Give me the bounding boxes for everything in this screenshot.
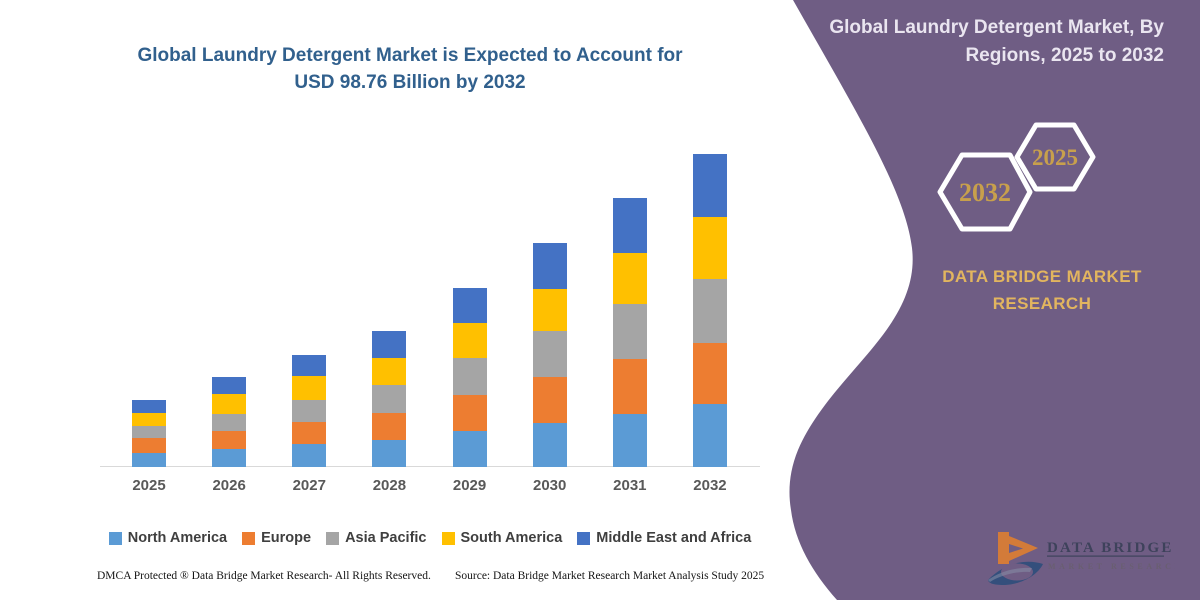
bar-segment <box>292 354 327 376</box>
bar-segment <box>612 198 647 254</box>
bar-segment <box>452 358 487 396</box>
bar-segment <box>612 253 647 305</box>
bar-segment <box>372 413 407 440</box>
logo-b-icon <box>998 532 1038 564</box>
bar-segment <box>452 395 487 431</box>
panel-title-line2: Regions, 2025 to 2032 <box>965 45 1164 66</box>
bar-segment <box>132 425 166 438</box>
legend-label: South America <box>460 530 563 546</box>
bar-segment <box>372 439 407 467</box>
legend-swatch <box>108 531 122 545</box>
bar-segment <box>692 279 727 343</box>
legend-item: Asia Pacific <box>326 530 427 546</box>
bar-segment <box>212 413 247 431</box>
bar-segment <box>532 422 567 467</box>
panel-title: Global Laundry Detergent Market, By Regi… <box>819 14 1164 70</box>
chart-title-line2: USD 98.76 Billion by 2032 <box>294 72 526 93</box>
brand-name-line2: RESEARCH <box>992 294 1092 313</box>
x-axis-label: 2026 <box>212 477 246 494</box>
x-axis-label: 2031 <box>613 477 647 494</box>
bar-segment <box>372 331 407 359</box>
bar-segment <box>212 430 247 449</box>
bar-segment <box>372 358 407 385</box>
brand-name-line1: DATA BRIDGE MARKET <box>942 267 1142 286</box>
x-axis-label: 2028 <box>372 477 407 494</box>
bar-segment <box>292 399 327 422</box>
bar-segment <box>612 358 647 414</box>
bar-segment <box>532 288 567 332</box>
dmca-notice: DMCA Protected ® Data Bridge Market Rese… <box>97 570 431 582</box>
bar-segment <box>212 448 247 467</box>
panel-title-line1: Global Laundry Detergent Market, By <box>829 17 1164 38</box>
bar-segment <box>692 154 727 217</box>
bar-segment <box>452 323 487 359</box>
x-axis-label: 2030 <box>533 477 567 494</box>
x-axis-label: 2025 <box>132 477 166 494</box>
x-axis-label: 2032 <box>693 477 727 494</box>
x-axis-line <box>100 466 760 467</box>
x-axis-label: 2029 <box>452 477 487 494</box>
data-bridge-logo: DATA BRIDGE MARKET RESEARCH <box>988 532 1175 585</box>
legend-item: North America <box>108 530 228 546</box>
legend-item: South America <box>441 530 563 546</box>
bar-segment <box>132 437 166 454</box>
legend-item: Middle East and Africa <box>577 530 751 546</box>
bar-segment <box>452 288 487 324</box>
bar-segment <box>452 430 487 467</box>
legend-label: Middle East and Africa <box>596 530 752 546</box>
bar-segment <box>532 243 567 289</box>
stacked-bar-chart <box>100 120 760 467</box>
logo-wordmark: DATA BRIDGE <box>1047 540 1174 556</box>
x-axis-labels: 2025 2026 2027 2028 2029 2030 2031 2032 <box>100 477 760 497</box>
legend-swatch <box>441 531 455 545</box>
bar-segment <box>692 216 727 280</box>
chart-title-line1: Global Laundry Detergent Market is Expec… <box>137 45 683 66</box>
bar-segment <box>692 403 727 467</box>
bar-segment <box>132 413 166 426</box>
bar-segment <box>612 413 647 467</box>
chart-legend: North America Europe Asia Pacific South Ame… <box>80 530 780 546</box>
hexagon-2032 <box>937 152 1033 232</box>
x-axis-label: 2027 <box>292 477 326 494</box>
legend-swatch <box>577 531 591 545</box>
hexagon-2025 <box>1014 122 1096 192</box>
bar-segment <box>132 453 166 467</box>
bar-segment <box>292 443 327 467</box>
logo-subtitle: MARKET RESEARCH <box>1048 562 1175 571</box>
bar-segment <box>292 421 327 444</box>
legend-label: Europe <box>261 530 312 546</box>
bar-segment <box>532 331 567 377</box>
bar-segment <box>212 377 247 395</box>
hexagon-2032-label: 2032 <box>959 178 1011 207</box>
bar-segment <box>532 377 567 423</box>
bar-segment <box>612 304 647 359</box>
legend-label: North America <box>127 530 228 546</box>
legend-swatch <box>326 531 340 545</box>
bar-segment <box>132 399 166 414</box>
logo-underline <box>1047 555 1164 557</box>
legend-swatch <box>242 531 256 545</box>
bar-segment <box>212 394 247 414</box>
logo-swoosh-icon <box>988 561 1043 585</box>
source-note: Source: Data Bridge Market Research Mark… <box>455 570 765 582</box>
brand-name: DATA BRIDGE MARKET RESEARCH <box>918 263 1166 317</box>
chart-title: Global Laundry Detergent Market is Expec… <box>88 42 732 96</box>
bar-segment <box>292 375 327 400</box>
legend-label: Asia Pacific <box>345 530 427 546</box>
bar-segment <box>692 342 727 404</box>
bar-segment <box>372 384 407 414</box>
hexagon-2025-label: 2025 <box>1032 145 1078 170</box>
legend-item: Europe <box>242 530 311 546</box>
